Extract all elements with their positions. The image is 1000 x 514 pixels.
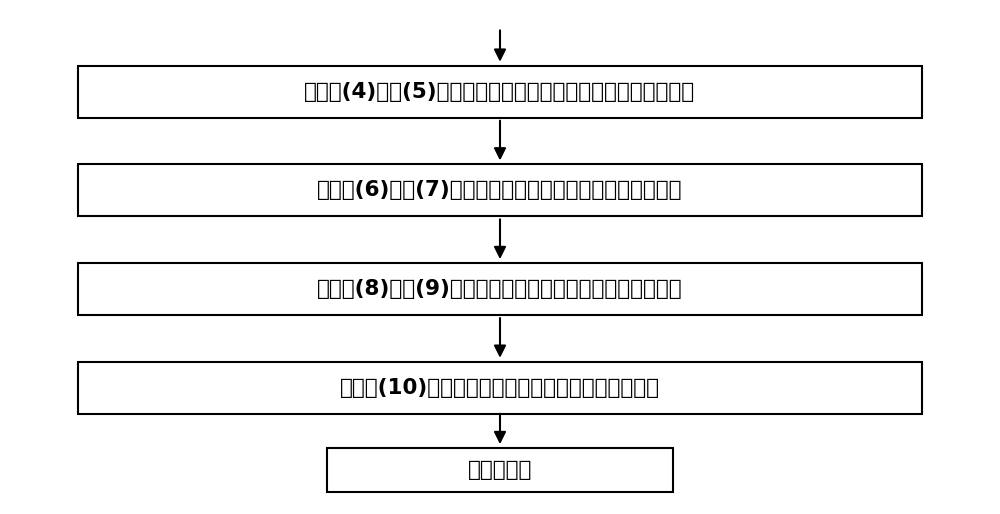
Text: 根据式(6)和式(7)计算所有风电场注入中枢节点的功率总和: 根据式(6)和式(7)计算所有风电场注入中枢节点的功率总和 <box>317 180 683 200</box>
Text: 根据式(10)计算风电场输出功率流经线路的等效阻抗: 根据式(10)计算风电场输出功率流经线路的等效阻抗 <box>340 378 660 398</box>
Bar <box>327 448 673 492</box>
Bar <box>78 263 922 315</box>
Text: 根据式(4)和式(5)计算风电场功率经过的送出线路上的功率损耗: 根据式(4)和式(5)计算风电场功率经过的送出线路上的功率损耗 <box>304 82 696 102</box>
Bar <box>78 362 922 414</box>
Bar <box>78 164 922 216</box>
Text: 根据式(8)和式(9)计算相邻风电场接入线路之间的交换功率: 根据式(8)和式(9)计算相邻风电场接入线路之间的交换功率 <box>317 279 683 299</box>
Bar <box>78 66 922 118</box>
Text: 进入步骤五: 进入步骤五 <box>468 460 532 480</box>
